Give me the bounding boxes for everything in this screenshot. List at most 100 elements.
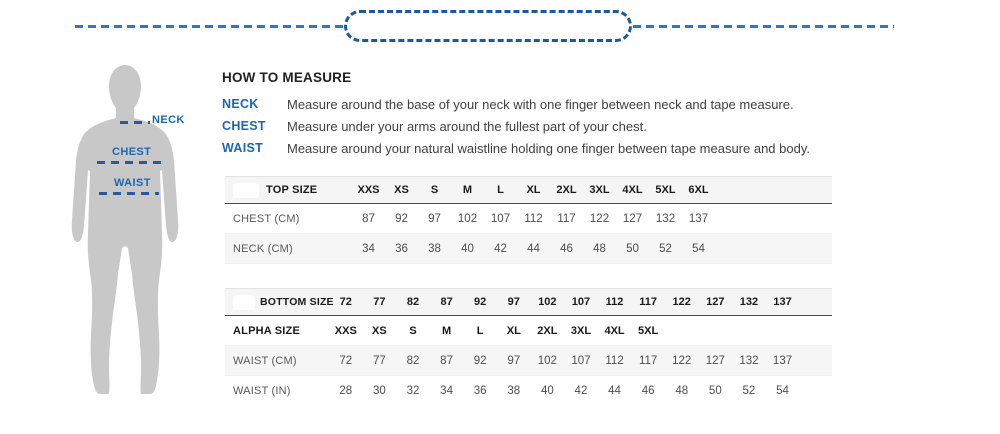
size-cell: S [430, 184, 439, 196]
size-cell: 5XL [638, 324, 659, 337]
size-cell: 38 [507, 385, 521, 397]
blank-patch [233, 294, 255, 310]
alpha-size-row: ALPHA SIZE XXS XS S M L XL 2XL 3XL 4XL 5XL [225, 316, 832, 346]
size-cell: 4XL [604, 324, 625, 337]
size-cell: 87 [362, 212, 375, 225]
size-cell: 107 [490, 212, 511, 225]
waist-in-label-wrap: WAIST (IN) [233, 385, 329, 397]
chest-cm-cells: 87 92 97 102 107 112 117 122 127 132 137 [352, 213, 715, 225]
size-cell: M [441, 324, 452, 337]
size-cell: L [476, 324, 484, 337]
size-cell: 42 [574, 385, 588, 397]
size-cell: 36 [473, 385, 487, 397]
size-cell: 112 [605, 354, 624, 367]
alpha-size-cells: XXS XS S M L XL 2XL 3XL 4XL 5XL [329, 325, 665, 337]
figure-chest-label: CHEST [112, 146, 152, 158]
size-cell: 127 [706, 296, 725, 308]
figure-neck-label: NECK [152, 114, 185, 126]
chest-cm-label: CHEST (CM) [233, 212, 300, 225]
measure-desc-waist: Measure around your natural waistline ho… [287, 140, 810, 156]
neck-measure-dash [120, 121, 150, 124]
neck-cm-cells: 34 36 38 40 42 44 46 48 50 52 54 [352, 243, 715, 255]
size-cell: XL [526, 184, 541, 196]
waist-measure-dash [99, 192, 159, 195]
size-cell: 34 [440, 385, 453, 397]
size-cell: 92 [473, 354, 487, 367]
bottom-size-header-row: BOTTOM SIZE 72 77 82 87 92 97 102 107 112 117 122 1… [225, 288, 832, 316]
size-cell: 72 [339, 354, 353, 367]
size-cell: 92 [395, 212, 408, 225]
size-cell: 40 [540, 385, 554, 397]
figure-waist-label: WAIST [114, 177, 151, 189]
measure-term-chest: CHEST [222, 119, 266, 133]
how-to-measure-list: NECK Measure around the base of your nec… [222, 93, 810, 159]
dashed-divider-right [633, 25, 894, 28]
size-cell: 36 [395, 242, 408, 255]
chest-cm-label-wrap: CHEST (CM) [233, 213, 352, 225]
size-cell: 87 [440, 296, 453, 308]
size-cell: 77 [372, 354, 386, 367]
size-cell: 46 [560, 242, 573, 255]
top-size-header-label-wrap: TOP SIZE [233, 182, 352, 198]
size-cell: L [497, 184, 504, 196]
blank-patch [233, 182, 259, 198]
size-cell: 42 [494, 242, 507, 255]
size-cell: 132 [655, 212, 676, 225]
size-cell: 5XL [655, 184, 676, 196]
size-cell: 54 [776, 385, 789, 397]
size-cell: 82 [406, 354, 420, 367]
waist-cm-label-wrap: WAIST (CM) [233, 355, 329, 367]
size-cell: 97 [507, 296, 520, 308]
size-cell: 4XL [622, 184, 643, 196]
waist-in-cells: 28 30 32 34 36 38 40 42 44 46 48 50 52 54 [329, 385, 799, 397]
size-cell: 122 [672, 296, 691, 308]
size-cell: XL [506, 324, 521, 337]
size-cell: 38 [428, 242, 441, 255]
size-cell: 137 [773, 296, 792, 308]
size-cell: 102 [457, 212, 478, 225]
size-cell: 34 [362, 242, 375, 255]
size-cell: XXS [334, 324, 357, 337]
waist-in-row: WAIST (IN) 28 30 32 34 36 38 40 42 44 46 48 50 52 54 [225, 376, 832, 406]
size-cell: 50 [708, 385, 722, 397]
size-cell: 44 [527, 242, 540, 255]
measure-term-waist: WAIST [222, 141, 264, 155]
size-cell: 6XL [688, 184, 709, 196]
dashed-divider-left [75, 25, 343, 28]
size-cell: 28 [339, 385, 353, 397]
size-cell: 127 [622, 212, 643, 225]
body-silhouette [71, 65, 179, 394]
bottom-size-header-label: BOTTOM SIZE [260, 296, 334, 308]
size-cell: 2XL [556, 184, 577, 196]
size-cell: XS [394, 184, 409, 196]
size-cell: XS [372, 324, 387, 337]
waist-in-label: WAIST (IN) [233, 385, 291, 397]
size-cell: 87 [440, 354, 453, 367]
size-cell: 52 [742, 385, 756, 397]
size-cell: 92 [474, 296, 487, 308]
size-cell: 132 [739, 296, 759, 308]
neck-cm-label-wrap: NECK (CM) [233, 243, 352, 255]
size-cell: XXS [357, 184, 380, 196]
chest-cm-row: CHEST (CM) 87 92 97 102 107 112 117 122 127 132 13… [225, 204, 832, 234]
size-cell: 48 [593, 242, 606, 255]
size-cell: 117 [638, 354, 658, 367]
size-cell: 2XL [537, 324, 558, 337]
size-cell: S [409, 324, 417, 337]
neck-cm-row: NECK (CM) 34 36 38 40 42 44 46 48 50 52 54 [225, 234, 832, 264]
size-cell: 107 [571, 354, 591, 367]
waist-cm-row: WAIST (CM) 72 77 82 87 92 97 102 107 112 117 122 12… [225, 346, 832, 376]
top-size-header-cells: XXS XS S M L XL 2XL 3XL 4XL 5XL 6XL [352, 184, 715, 196]
size-cell: 52 [659, 242, 672, 255]
how-to-measure-title: HOW TO MEASURE [222, 70, 352, 85]
bottom-size-header-cells: 72 77 82 87 92 97 102 107 112 117 122 127 132 137 [329, 296, 799, 308]
size-cell: 50 [626, 242, 639, 255]
size-cell: 127 [705, 354, 725, 367]
size-cell: 97 [428, 212, 441, 225]
dashed-pill-outline [344, 10, 632, 42]
size-cell: 32 [406, 385, 420, 397]
size-cell: 117 [557, 212, 576, 225]
size-cell: 112 [524, 212, 543, 225]
bottom-size-table: BOTTOM SIZE 72 77 82 87 92 97 102 107 112 117 122 1… [225, 288, 832, 406]
